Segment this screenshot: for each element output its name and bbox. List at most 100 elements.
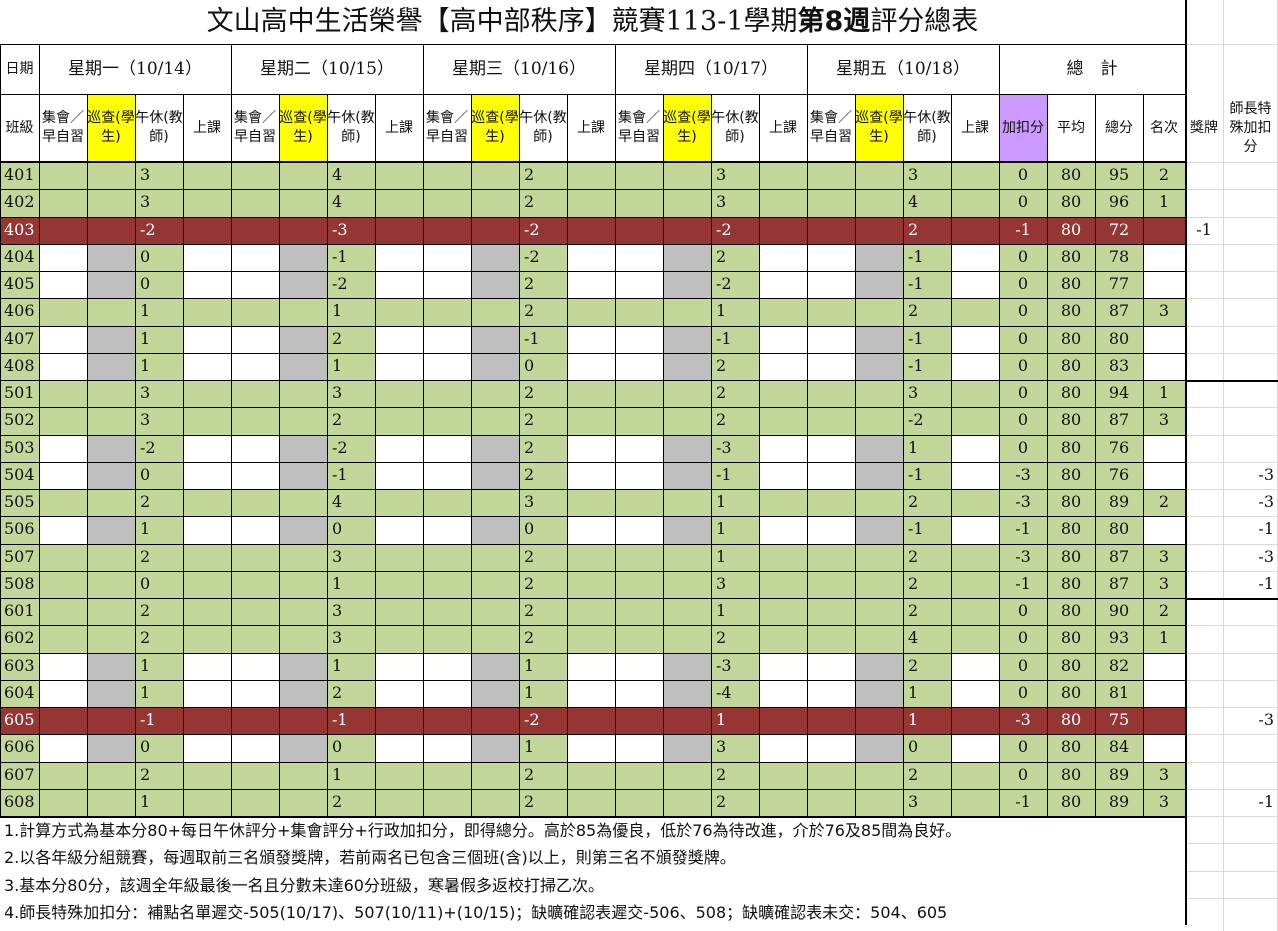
total-cell: 82 (1095, 652, 1143, 680)
assembly-cell (39, 352, 87, 380)
nap-score: 2 (519, 162, 567, 190)
patrol-cell (471, 189, 519, 217)
special-cell (1223, 435, 1278, 462)
total-cell: 75 (1095, 707, 1143, 735)
class-behavior-cell (375, 788, 423, 816)
patrol-cell (471, 434, 519, 462)
bonus-cell: -3 (999, 461, 1047, 489)
nap-score: -1 (135, 707, 183, 735)
average-cell: 80 (1047, 352, 1095, 380)
average-cell: 80 (1047, 461, 1095, 489)
assembly-cell (423, 679, 471, 707)
nap-score: -2 (711, 271, 759, 299)
class-behavior-cell (951, 598, 999, 626)
award-cell (1185, 625, 1223, 652)
nap-score: 0 (903, 734, 951, 762)
assembly-cell (231, 298, 279, 326)
total-cell: 77 (1095, 271, 1143, 299)
assembly-cell (39, 216, 87, 244)
sub-patrol: 巡查(學生) (855, 94, 903, 162)
total-cell: 84 (1095, 734, 1143, 762)
grid-line (759, 94, 760, 816)
rank-cell (1143, 325, 1185, 353)
bonus-cell: -1 (999, 788, 1047, 816)
total-score-header: 總分 (1105, 119, 1133, 136)
grid-line (0, 489, 1185, 490)
assembly-cell (39, 516, 87, 544)
nap-score: 1 (711, 489, 759, 517)
average-cell: 80 (1047, 434, 1095, 462)
nap-score: 4 (903, 625, 951, 653)
patrol-cell (471, 216, 519, 244)
nap-score: -1 (327, 243, 375, 271)
patrol-cell (663, 380, 711, 408)
award-cell (1185, 162, 1223, 189)
patrol-cell (279, 489, 327, 517)
patrol-cell (87, 352, 135, 380)
assembly-cell (807, 788, 855, 816)
patrol-cell (855, 652, 903, 680)
grid-line (0, 216, 1185, 218)
special-cell (1223, 244, 1278, 271)
patrol-cell (87, 489, 135, 517)
patrol-cell (663, 189, 711, 217)
bonus-cell: 0 (999, 189, 1047, 217)
patrol-cell (87, 516, 135, 544)
patrol-cell (855, 489, 903, 517)
grid-line (1185, 625, 1278, 627)
class-behavior-cell (759, 271, 807, 299)
assembly-cell (615, 570, 663, 598)
assembly-cell (231, 325, 279, 353)
patrol-cell (471, 652, 519, 680)
nap-score: 0 (327, 734, 375, 762)
total-cell: 76 (1095, 434, 1143, 462)
class-behavior-cell (183, 434, 231, 462)
grid-line (1185, 897, 1278, 899)
nap-score: -2 (903, 407, 951, 435)
special-cell (1223, 598, 1278, 625)
nap-score: 1 (711, 298, 759, 326)
special-cell (1223, 625, 1278, 652)
patrol-cell (471, 543, 519, 571)
class-behavior-cell (567, 325, 615, 353)
patrol-cell (663, 761, 711, 789)
nap-score: 1 (135, 679, 183, 707)
assembly-cell (423, 380, 471, 408)
nap-score: -3 (711, 652, 759, 680)
patrol-cell (855, 625, 903, 653)
special-cell: -1 (1258, 573, 1274, 593)
rank-cell (1143, 652, 1185, 680)
patrol-cell (471, 734, 519, 762)
class-behavior-cell (375, 325, 423, 353)
assembly-cell (231, 407, 279, 435)
class-behavior-cell (375, 489, 423, 517)
bonus-cell: 0 (999, 625, 1047, 653)
nap-score: 2 (135, 598, 183, 626)
class-cell: 601 (0, 598, 39, 626)
grid-line (135, 94, 136, 816)
class-behavior-cell (183, 543, 231, 571)
assembly-cell (615, 298, 663, 326)
assembly-cell (807, 652, 855, 680)
class-behavior-cell (375, 625, 423, 653)
patrol-cell (87, 325, 135, 353)
assembly-cell (423, 461, 471, 489)
grid-line (0, 761, 1185, 763)
class-cell: 603 (0, 652, 39, 680)
nap-score: 1 (327, 570, 375, 598)
nap-score: -1 (519, 325, 567, 353)
award-cell (1185, 189, 1223, 216)
rank-cell: 1 (1143, 625, 1185, 653)
patrol-cell (279, 434, 327, 462)
nap-score: -1 (327, 707, 375, 735)
total-header: 總 計 (1066, 58, 1118, 79)
assembly-cell (39, 243, 87, 271)
assembly-cell (39, 162, 87, 190)
total-cell: 89 (1095, 761, 1143, 789)
assembly-cell (423, 243, 471, 271)
nap-score: 1 (903, 679, 951, 707)
special-cell (1223, 762, 1278, 789)
rank-cell (1143, 434, 1185, 462)
grid-line (1185, 788, 1278, 790)
average-cell: 80 (1047, 625, 1095, 653)
